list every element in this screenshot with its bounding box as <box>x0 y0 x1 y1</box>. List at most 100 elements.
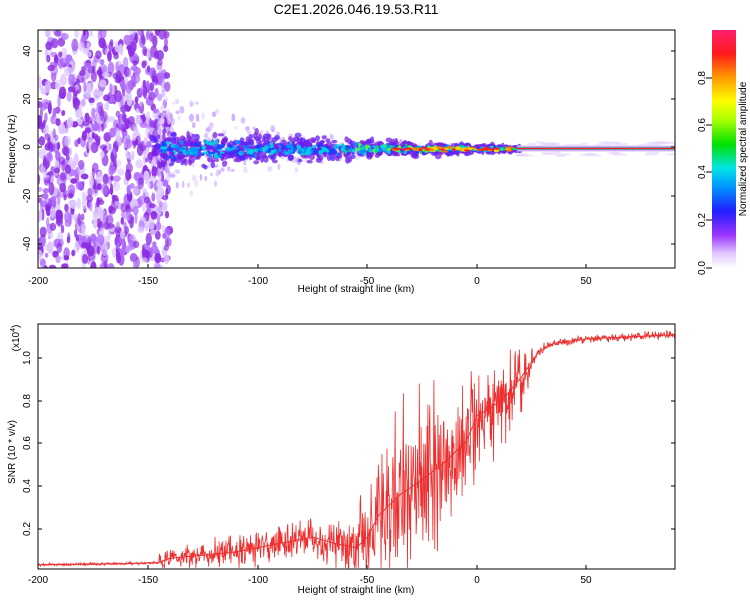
spectrogram-blob <box>135 108 140 114</box>
spectrogram-blob <box>174 98 180 105</box>
spectrogram-blob <box>82 253 88 264</box>
spectrogram-blob <box>161 142 165 147</box>
spectrogram-blob <box>215 109 220 115</box>
x-tick-label: -150 <box>138 276 158 287</box>
spectrogram-blob <box>351 151 355 155</box>
spectrogram-blob <box>97 105 104 117</box>
spectrogram-blob <box>44 204 49 212</box>
spectrogram-blob <box>393 144 396 148</box>
spectrogram-blob <box>162 133 166 141</box>
spectrogram-blob <box>282 146 287 150</box>
y-tick-label: 20 <box>22 93 33 105</box>
spectrogram-blob <box>329 133 334 140</box>
snr-panel: 0.2 0.4 0.6 0.8 1.0 -200 -150 -100 -50 0… <box>7 323 676 596</box>
spectrogram-blob <box>120 202 127 213</box>
spectrogram-blob <box>146 64 151 74</box>
spectrogram-blob <box>545 142 560 145</box>
spectrogram-blob <box>74 30 79 39</box>
spectrogram-blob <box>344 149 348 154</box>
spectrogram-blob <box>505 149 513 152</box>
spectrogram-blob <box>283 149 287 154</box>
spectrogram-blob <box>259 140 263 145</box>
spectrogram-blob <box>233 147 239 150</box>
spectrogram-blob <box>108 205 114 214</box>
spectrogram-blob <box>414 148 420 151</box>
spectrogram-blob <box>287 154 295 161</box>
spectrogram-blob <box>138 101 143 107</box>
spectrogram-blob <box>385 137 393 143</box>
spectrogram-blob <box>57 192 61 205</box>
spectrogram-blob <box>204 132 208 139</box>
spectrogram-blob <box>395 153 401 157</box>
spectrogram-blob <box>116 241 121 250</box>
spectrogram-blob <box>404 143 408 146</box>
spectrogram-blob <box>205 127 210 132</box>
spectrogram-blob <box>148 92 156 101</box>
spectrogram-blob <box>148 32 154 43</box>
spectrogram-blob <box>171 173 176 178</box>
spectrogram-blob <box>184 140 190 144</box>
spectrogram-blob <box>191 122 196 129</box>
spectrogram-blob <box>120 83 127 91</box>
spectrogram-blob <box>179 106 185 114</box>
spectrogram-blob <box>141 34 146 45</box>
spectrogram-blob <box>227 167 231 172</box>
spectrogram-blob <box>187 141 192 147</box>
spectrogram-blob <box>160 159 165 167</box>
spectrogram-blob <box>128 238 134 251</box>
spectrogram-blob <box>407 145 412 148</box>
spectrogram-blob <box>441 150 449 153</box>
spectrogram-blob <box>209 172 213 177</box>
spectrogram-blob <box>161 89 166 98</box>
colorbar-tick-label: 0.8 <box>697 71 708 85</box>
spectrogram-blob <box>90 71 97 83</box>
spectrogram-blob <box>143 196 151 204</box>
spectrogram-blob <box>526 142 537 146</box>
spectrogram-blob <box>341 143 345 147</box>
spectrogram-blob <box>129 234 136 241</box>
spectrogram-blob <box>386 150 391 153</box>
spectrogram-blob <box>189 100 194 107</box>
spectrogram-blob <box>44 133 51 141</box>
spectrogram-blob <box>59 172 66 181</box>
spectrogram-blob <box>153 138 158 142</box>
spectrogram-blob <box>66 116 74 128</box>
spectrogram-blob <box>166 170 171 174</box>
spectrogram-blob <box>50 38 59 49</box>
spectrogram-blob <box>246 130 252 134</box>
spectrogram-blob <box>218 154 223 158</box>
spectrogram-blob <box>120 217 125 225</box>
chart-title: C2E1.2026.046.19.53.R11 <box>274 1 439 17</box>
spectrogram-blob <box>143 170 150 182</box>
spectrogram-blob <box>149 175 157 182</box>
spectrogram-blob <box>220 143 225 148</box>
spectrogram-blob <box>96 197 103 203</box>
spectrogram-blob <box>163 227 171 241</box>
spectrogram-blob <box>333 149 338 155</box>
spectrogram-blob <box>117 168 125 176</box>
spectrogram-blob <box>101 182 109 196</box>
spectrogram-blob <box>483 146 490 149</box>
spectrogram-blob <box>200 152 205 156</box>
spectrogram-blob <box>44 252 49 258</box>
spectrogram-blob <box>375 148 379 151</box>
spectrogram-blob <box>107 232 111 241</box>
spectrogram-blob <box>189 152 194 155</box>
spectrogram-blob <box>115 110 121 118</box>
spectrogram-blob <box>63 255 70 261</box>
spectrogram-blob <box>42 155 47 168</box>
colorbar-tick-label: 0.6 <box>697 118 708 132</box>
spectrogram-blob <box>296 150 300 154</box>
spectrogram-blob <box>134 212 138 225</box>
spectrogram-blob <box>63 146 70 157</box>
spectrogram-blob <box>386 147 391 151</box>
spectrogram-blob <box>120 253 125 264</box>
spectrogram-blob <box>208 142 215 146</box>
spectrogram-blob <box>107 61 115 75</box>
spectrogram-blob <box>151 75 156 83</box>
spectrogram-blobs <box>38 30 675 268</box>
spectrogram-blob <box>38 75 42 88</box>
spectrogram-blob <box>46 152 51 160</box>
spectrogram-blob <box>289 141 293 145</box>
spectrogram-blob <box>55 219 63 226</box>
